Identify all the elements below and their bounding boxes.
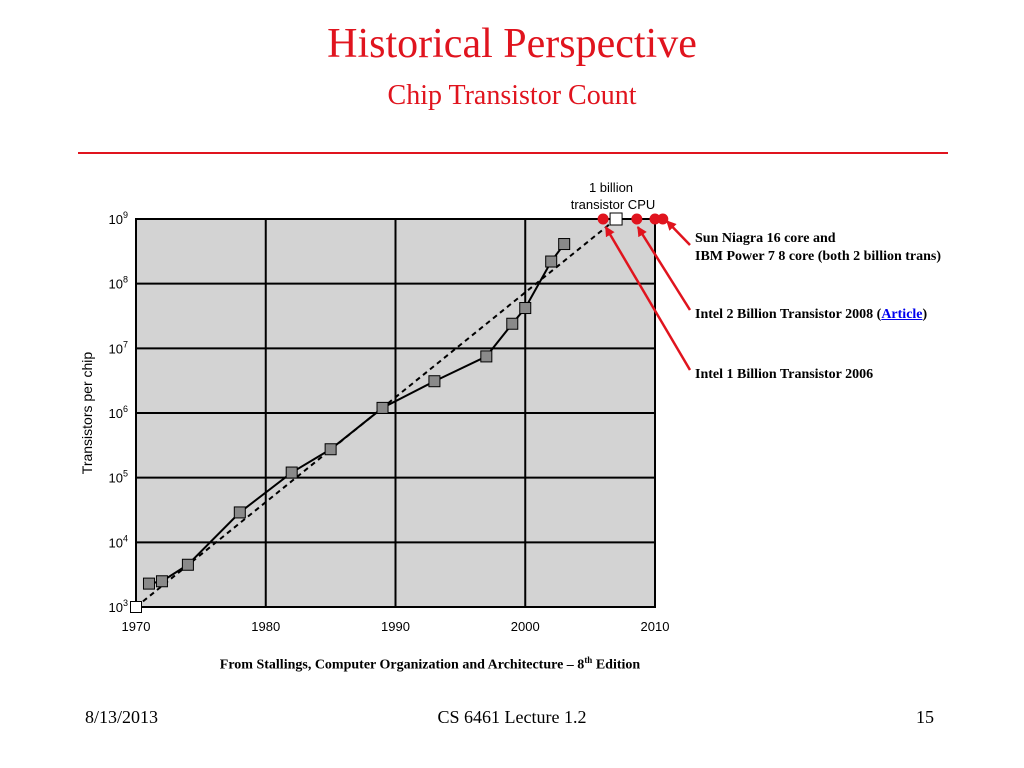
note-sun-ibm: Sun Niagra 16 core and IBM Power 7 8 cor… xyxy=(695,230,941,266)
y-axis-label: Transistors per chip xyxy=(79,352,95,475)
x-tick-1970: 1970 xyxy=(122,619,151,634)
note-sun-ibm-line1: Sun Niagra 16 core and xyxy=(695,231,836,246)
slide-title: Historical Perspective xyxy=(327,21,697,67)
annotation-arrows xyxy=(604,220,692,371)
source-citation: From Stallings, Computer Organization an… xyxy=(0,655,860,674)
footer-page-number: 15 xyxy=(916,707,934,727)
trend-start-point xyxy=(130,601,142,613)
y-tick-1e8: 108 xyxy=(109,275,128,292)
data-point-2000 xyxy=(519,302,532,315)
data-point-1999 xyxy=(506,317,519,330)
note-intel-2006: Intel 1 Billion Transistor 2006 xyxy=(695,367,874,382)
x-tick-1980: 1980 xyxy=(251,619,280,634)
source-suffix: Edition xyxy=(592,657,641,673)
grid-lines xyxy=(135,218,656,608)
x-tick-1990: 1990 xyxy=(381,619,410,634)
data-point-1978 xyxy=(233,506,246,519)
footer-course: CS 6461 Lecture 1.2 xyxy=(437,707,587,727)
note-intel-2008-suffix: ) xyxy=(922,307,928,322)
red-dot-3 xyxy=(649,213,661,225)
article-link[interactable]: Article xyxy=(881,307,923,322)
note-intel-2008: Intel 2 Billion Transistor 2008 (Article… xyxy=(695,306,927,324)
arrow-intel-2006 xyxy=(604,226,692,371)
data-point-1985 xyxy=(324,443,337,456)
note-intel-2008-prefix: Intel 2 Billion Transistor 2008 ( xyxy=(695,307,882,322)
y-tick-labels: 103 104 105 106 107 108 109 xyxy=(109,210,128,615)
footer-date: 8/13/2013 xyxy=(85,707,159,727)
data-point-1982 xyxy=(285,466,298,479)
data-point-2003 xyxy=(558,238,571,251)
data-point-1971 xyxy=(142,577,155,590)
data-point-2002 xyxy=(545,255,558,268)
data-point-1997 xyxy=(480,350,493,363)
y-tick-1e3: 103 xyxy=(109,598,128,615)
x-tick-labels: 1970 1980 1990 2000 2010 xyxy=(122,619,670,634)
arrow-sun-ibm xyxy=(665,220,691,246)
red-dot-4 xyxy=(657,213,669,225)
arrow-intel-2008 xyxy=(636,226,692,311)
y-tick-1e9: 109 xyxy=(109,210,128,227)
y-tick-1e4: 104 xyxy=(109,533,128,550)
x-tick-2010: 2010 xyxy=(641,619,670,634)
red-dot-1 xyxy=(597,213,609,225)
y-tick-1e6: 106 xyxy=(109,404,128,421)
billion-cpu-point xyxy=(609,212,623,226)
red-dot-2 xyxy=(631,213,643,225)
data-point-1993 xyxy=(428,375,441,388)
data-point-1974 xyxy=(181,558,194,571)
source-sup: th xyxy=(584,655,593,665)
billion-transistor-markers xyxy=(130,212,669,613)
data-markers xyxy=(142,238,571,590)
source-prefix: From Stallings, Computer Organization an… xyxy=(219,657,585,673)
x-tick-2000: 2000 xyxy=(511,619,540,634)
chart-callout-line2: transistor CPU xyxy=(571,197,656,212)
data-point-1972 xyxy=(155,575,168,588)
chart-callout-line1: 1 billion xyxy=(589,180,633,195)
note-sun-ibm-line2: IBM Power 7 8 core (both 2 billion trans… xyxy=(695,249,942,264)
slide-subtitle: Chip Transistor Count xyxy=(387,80,637,111)
y-tick-1e7: 107 xyxy=(109,339,128,356)
title-divider xyxy=(78,152,948,154)
data-point-1989 xyxy=(376,401,389,414)
y-tick-1e5: 105 xyxy=(109,469,128,486)
